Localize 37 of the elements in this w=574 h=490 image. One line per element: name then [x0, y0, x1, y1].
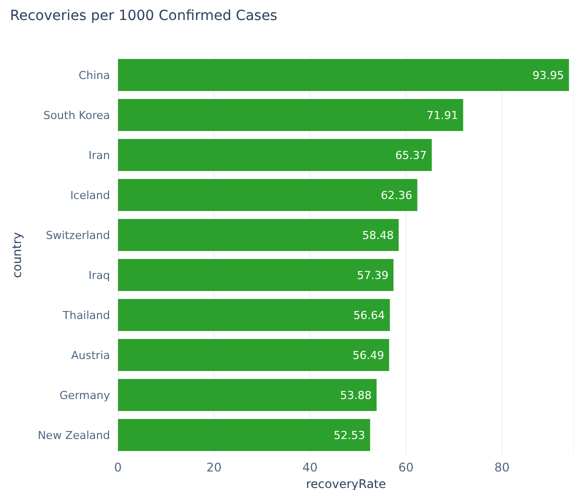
- y-tick-label: Iceland: [70, 188, 110, 202]
- y-tick-label: South Korea: [43, 108, 110, 122]
- bar: [118, 59, 569, 91]
- data-label: 57.39: [356, 268, 388, 282]
- data-label: 71.91: [426, 108, 458, 122]
- bar: [118, 219, 399, 251]
- data-label: 58.48: [362, 228, 394, 242]
- bar: [118, 419, 370, 451]
- bar: [118, 259, 394, 291]
- bar: [118, 139, 432, 171]
- bar: [118, 99, 464, 131]
- x-tick-label: 80: [494, 460, 510, 475]
- chart-title: Recoveries per 1000 Confirmed Cases: [10, 8, 278, 24]
- data-label: 65.37: [395, 148, 427, 162]
- y-tick-label: China: [78, 68, 110, 82]
- bar: [118, 379, 377, 411]
- y-tick-label: Austria: [71, 348, 110, 362]
- x-tick-label: 60: [398, 460, 414, 475]
- y-tick-label: New Zealand: [38, 428, 110, 442]
- x-tick-label: 40: [302, 460, 318, 475]
- bar: [118, 299, 390, 331]
- data-label: 62.36: [380, 188, 412, 202]
- x-tick-label: 0: [114, 460, 122, 475]
- y-tick-label: Switzerland: [46, 228, 110, 242]
- bar: [118, 339, 390, 371]
- y-tick-label: Iran: [88, 148, 110, 162]
- y-tick-label: Iraq: [88, 268, 110, 282]
- data-label: 93.95: [532, 68, 564, 82]
- x-tick-label: 20: [206, 460, 222, 475]
- y-tick-label: Germany: [59, 388, 110, 402]
- data-label: 56.49: [352, 348, 384, 362]
- data-label: 52.53: [334, 428, 366, 442]
- data-label: 56.64: [353, 308, 385, 322]
- data-label: 53.88: [340, 388, 372, 402]
- y-axis-title: country: [10, 232, 24, 278]
- bar: [118, 179, 418, 211]
- y-tick-label: Thailand: [62, 308, 110, 322]
